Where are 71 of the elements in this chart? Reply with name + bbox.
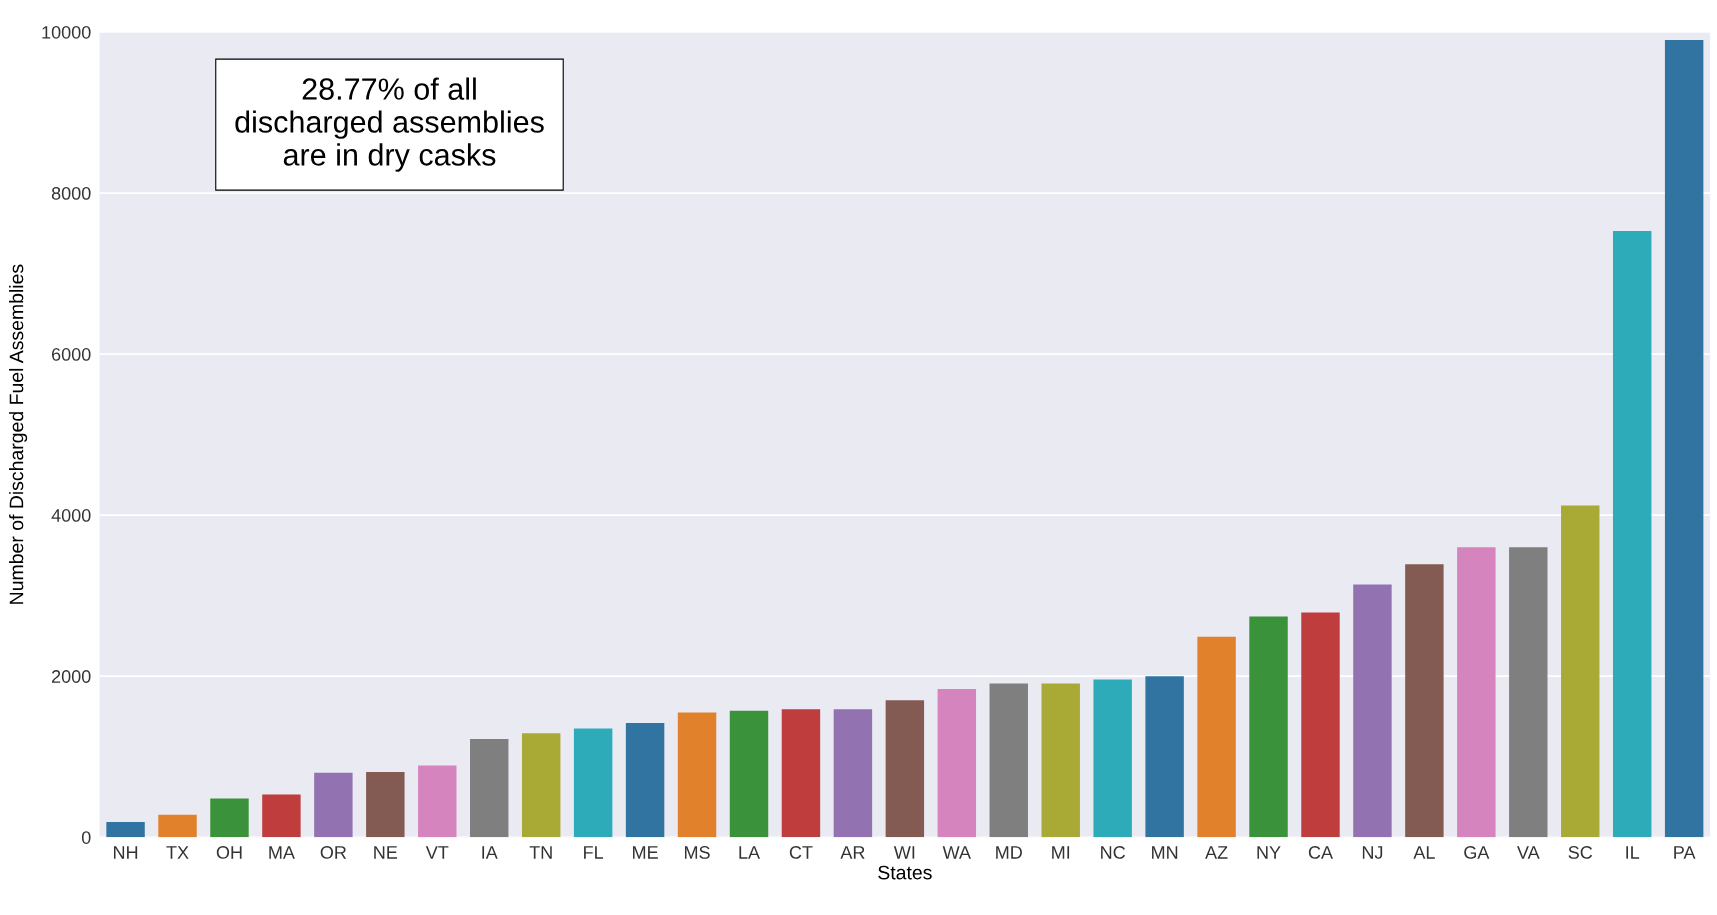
bar — [210, 798, 249, 838]
bar — [1093, 679, 1132, 838]
bar — [729, 710, 769, 838]
bar — [1561, 505, 1600, 838]
x-tick-label: MS — [684, 846, 710, 859]
bar — [1509, 547, 1548, 838]
bar — [1145, 676, 1184, 838]
x-tick-label: IA — [482, 846, 498, 859]
bar — [625, 722, 665, 838]
bar — [885, 700, 925, 838]
y-tick-label: 8000 — [51, 187, 91, 200]
x-tick-label: NJ — [1362, 846, 1383, 859]
x-tick-label: OR — [320, 846, 347, 859]
bar — [573, 728, 613, 838]
bar — [314, 772, 353, 838]
bar — [1405, 564, 1444, 838]
x-tick-label: MD — [996, 846, 1022, 859]
x-tick-label: LA — [739, 846, 761, 859]
x-tick-label: MA — [269, 846, 295, 859]
y-tick-label: 10000 — [42, 25, 91, 39]
bar — [1457, 547, 1496, 838]
bar — [833, 709, 873, 838]
bar — [1249, 616, 1288, 838]
y-tick-label: 2000 — [52, 670, 91, 683]
bar — [989, 683, 1028, 838]
bar — [158, 814, 197, 838]
x-tick-label: MI — [1052, 846, 1070, 859]
x-tick-label: ME — [633, 846, 658, 859]
x-tick-label: WA — [942, 846, 971, 859]
bar — [366, 772, 405, 838]
bar — [937, 689, 977, 838]
x-tick-label: AL — [1413, 846, 1435, 859]
x-tick-label: NC — [1101, 846, 1126, 859]
bar — [106, 821, 145, 838]
y-tick-label: 4000 — [51, 509, 91, 522]
bar — [1353, 584, 1392, 838]
bar — [1197, 636, 1236, 838]
x-tick-label: SC — [1568, 846, 1593, 859]
x-tick-label: IL — [1626, 846, 1640, 859]
x-tick-label: NH — [114, 846, 138, 859]
x-tick-label: AZ — [1205, 846, 1228, 859]
x-tick-label: WI — [893, 846, 915, 859]
x-tick-label: TN — [529, 846, 552, 859]
x-tick-label: TX — [166, 846, 189, 859]
x-tick-label: OH — [216, 846, 242, 859]
x-axis-title: States — [878, 865, 932, 880]
bar — [1041, 683, 1080, 838]
bar — [781, 709, 821, 838]
x-tick-label: NY — [1257, 846, 1281, 859]
bar — [1301, 612, 1340, 838]
x-tick-label: FL — [584, 846, 604, 859]
bar — [418, 765, 457, 838]
annotation: 28.77% of all discharged assemblies are in dry casks — [235, 77, 544, 172]
bar — [262, 794, 301, 838]
x-tick-label: NE — [374, 846, 398, 859]
x-tick-label: PA — [1674, 846, 1696, 859]
y-tick-label: 0 — [81, 831, 91, 844]
bar — [521, 733, 561, 838]
x-tick-label: GA — [1464, 846, 1490, 859]
x-tick-label: VA — [1517, 846, 1540, 859]
x-tick-label: CA — [1308, 846, 1333, 859]
y-tick-label: 6000 — [52, 348, 91, 361]
x-tick-label: AR — [840, 846, 865, 859]
bar — [677, 712, 717, 838]
y-axis-title: Number of Discharged Fuel Assemblies — [9, 264, 28, 604]
x-tick-label: MN — [1152, 846, 1178, 859]
bar — [1664, 40, 1704, 838]
x-tick-label: VT — [425, 846, 449, 859]
bar — [1612, 230, 1652, 838]
x-tick-label: CT — [789, 846, 813, 859]
bar — [470, 738, 509, 838]
